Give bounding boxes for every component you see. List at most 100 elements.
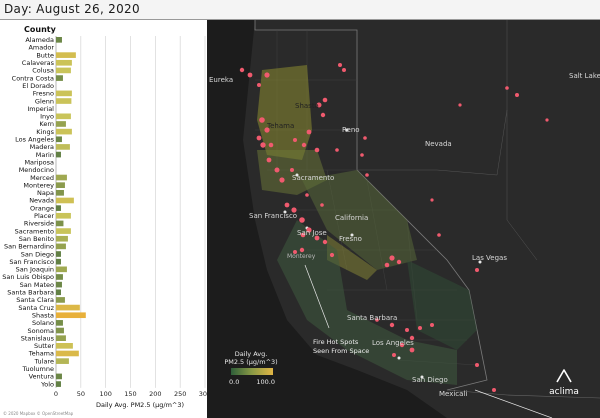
county-label: Mariposa	[24, 158, 54, 166]
county-label: San Bernardino	[4, 243, 54, 251]
county-bar[interactable]	[56, 228, 71, 234]
county-bar[interactable]	[56, 98, 72, 104]
county-bar[interactable]	[56, 297, 65, 303]
callout-line-1: Fire Hot Spots	[313, 338, 359, 346]
county-label: Orange	[30, 204, 54, 212]
county-label: Sacramento	[15, 227, 54, 235]
county-label: Imperial	[27, 105, 54, 113]
map-label-tehama: Tehama	[266, 122, 294, 130]
county-bar[interactable]	[56, 205, 61, 211]
x-tick-label: 0	[54, 390, 58, 398]
county-bar[interactable]	[56, 37, 62, 43]
california-border	[254, 20, 488, 391]
map-label-monterey: Monterey	[287, 253, 316, 260]
county-bar[interactable]	[56, 235, 68, 242]
county-bar[interactable]	[56, 312, 86, 319]
bars-layer	[56, 37, 86, 387]
map-label-santa-barbara: Santa Barbara	[347, 314, 397, 322]
county-label: Amador	[28, 44, 54, 52]
map-label-fresno: Fresno	[339, 235, 362, 243]
county-bar[interactable]	[56, 136, 62, 143]
map-label-sacramento: Sacramento	[292, 174, 334, 182]
county-bar[interactable]	[56, 281, 62, 288]
county-bar[interactable]	[56, 128, 72, 135]
county-bar[interactable]	[56, 251, 61, 257]
map-label-los-angeles: Los Angeles	[372, 339, 414, 347]
county-label: Colusa	[32, 67, 54, 75]
map-label-san-francisco: San Francisco	[249, 212, 297, 220]
county-bar[interactable]	[56, 113, 71, 120]
legend-max-label: 100.0	[256, 378, 275, 386]
county-bar[interactable]	[56, 266, 67, 273]
county-bar[interactable]	[56, 59, 72, 66]
county-bar[interactable]	[56, 258, 61, 265]
county-bar[interactable]	[56, 274, 63, 280]
x-tick-label: 50	[77, 390, 85, 398]
map-label-nevada: Nevada	[425, 140, 452, 148]
pm-region-south	[277, 220, 457, 385]
county-bar[interactable]	[56, 67, 71, 74]
legend-title-line-2: PM2.5 (μg/m^3)	[224, 358, 277, 366]
county-bar[interactable]	[56, 151, 61, 158]
grid-layer	[55, 36, 206, 388]
ocean	[207, 20, 447, 418]
county-bar[interactable]	[56, 327, 64, 334]
county-bar[interactable]	[56, 75, 63, 81]
county-bar[interactable]	[56, 52, 76, 58]
county-label: Alameda	[25, 36, 54, 44]
air-quality-map[interactable]: Eureka Shasta Tehama Reno Nevada Sacrame…	[207, 20, 600, 418]
county-label: Kern	[39, 120, 54, 128]
credit-bar: © 2020 Mapbox © OpenStreetMap	[3, 411, 74, 416]
county-bar[interactable]	[56, 220, 64, 227]
map-credit: © 2020 Mapbox © OpenStreetMap	[3, 411, 74, 416]
x-tick-label: 150	[124, 390, 136, 398]
county-label: Sutter	[34, 342, 54, 350]
x-axis-title: Daily Avg. PM2.5 (μg/m^3)	[96, 401, 184, 409]
county-bar[interactable]	[56, 358, 69, 364]
county-label: Solano	[32, 319, 54, 327]
callout-line-2: Seen From Space	[313, 347, 369, 355]
bar-chart-svg: County AlamedaAmadorButteCalaverasColusa…	[2, 25, 211, 409]
county-label: Tuolumne	[22, 365, 54, 373]
county-bar[interactable]	[56, 343, 73, 349]
county-bar[interactable]	[56, 144, 70, 150]
county-label: El Dorado	[22, 82, 54, 90]
pm-region-desert	[407, 260, 477, 350]
aclima-logo: aclima	[549, 369, 579, 397]
county-bar[interactable]	[56, 121, 66, 127]
county-bar[interactable]	[56, 243, 66, 250]
county-bar[interactable]	[56, 182, 65, 188]
county-bar[interactable]	[56, 90, 72, 97]
pm25-legend: Daily Avg. PM2.5 (μg/m^3) 0.0 100.0	[224, 350, 277, 386]
county-label: San Francisco	[9, 258, 54, 266]
callout-leader-line-2	[474, 389, 553, 418]
x-tick-label: 250	[174, 390, 186, 398]
county-bar[interactable]	[56, 335, 66, 341]
county-label: Napa	[37, 189, 54, 197]
aclima-mark-icon	[556, 369, 572, 383]
county-bar[interactable]	[56, 174, 67, 181]
county-bar[interactable]	[56, 381, 61, 387]
county-bar[interactable]	[56, 304, 80, 311]
legend-gradient-bar	[231, 368, 273, 375]
county-label: San Benito	[19, 235, 54, 243]
county-bar[interactable]	[56, 320, 63, 326]
county-bar[interactable]	[56, 289, 61, 296]
county-label: Los Angeles	[15, 136, 54, 144]
county-bar[interactable]	[56, 212, 71, 219]
county-label: Stanislaus	[21, 334, 55, 342]
county-label: Merced	[30, 174, 54, 182]
pm-region-shasta	[257, 65, 312, 160]
county-bar[interactable]	[56, 373, 62, 380]
county-label: Sonoma	[27, 327, 54, 335]
county-bar[interactable]	[56, 190, 64, 196]
county-label: Tehama	[28, 350, 54, 358]
county-label: Riverside	[24, 220, 54, 228]
county-bar[interactable]	[56, 197, 74, 204]
map-label-san-jose: San Jose	[297, 229, 327, 237]
map-label-las-vegas: Las Vegas	[472, 254, 507, 262]
county-bar[interactable]	[56, 350, 79, 357]
legend-title-line-1: Daily Avg.	[235, 350, 268, 358]
county-label: Mendocino	[19, 166, 54, 174]
